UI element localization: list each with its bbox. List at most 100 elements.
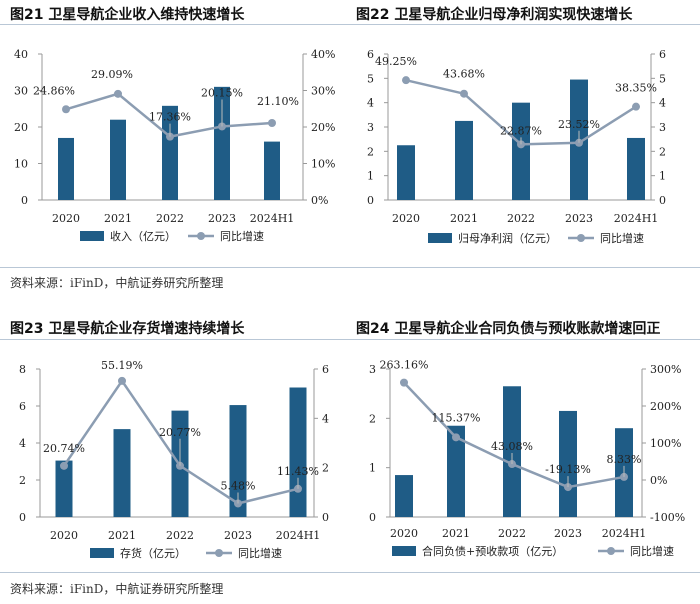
x-tick-label: 2021 <box>442 527 470 540</box>
growth-point <box>402 76 410 85</box>
x-tick-label: 2024H1 <box>276 529 321 542</box>
legend-line-label: 同比增速 <box>630 544 674 558</box>
x-tick-label: 2020 <box>52 212 80 225</box>
title-separator <box>0 24 700 25</box>
figure-24-title: 图24 卫星导航企业合同负债与预收账款增速回正 <box>356 321 661 337</box>
bar <box>397 145 415 200</box>
right-tick-label: 2 <box>659 145 666 158</box>
left-tick-label: 20 <box>14 121 28 134</box>
bar <box>264 141 280 200</box>
data-label: 24.86% <box>33 84 75 97</box>
bar <box>455 120 473 200</box>
right-tick-label: 10% <box>311 158 335 171</box>
legend-bar-label: 存货（亿元） <box>120 546 186 560</box>
bar <box>559 410 577 517</box>
legend-line-marker <box>197 232 205 240</box>
left-tick-label: 3 <box>367 121 374 134</box>
legend-line-marker <box>577 234 585 242</box>
data-label: 20.74% <box>43 442 85 455</box>
x-tick-label: 2020 <box>392 212 420 225</box>
left-tick-label: 6 <box>367 48 374 61</box>
bar <box>55 460 73 517</box>
right-tick-label: 4 <box>659 97 666 110</box>
x-tick-label: 2023 <box>208 212 236 225</box>
bar <box>214 86 230 200</box>
left-tick-label: 1 <box>369 462 376 475</box>
legend-line-marker <box>215 549 223 557</box>
growth-point <box>460 89 468 98</box>
figure-22-title: 图22 卫星导航企业归母净利润实现快速增长 <box>356 7 633 23</box>
right-tick-label: 3 <box>659 121 666 134</box>
source-note: 资料来源：iFinD，中航证券研究所整理 <box>10 276 224 290</box>
chart-net-profit: 0 1 2 3 4 5 6 0 1 2 3 4 5 6 2020 2021 2022 2023 2024H1 49.2… <box>367 48 666 245</box>
bar <box>627 137 645 200</box>
x-tick-label: 2023 <box>565 212 593 225</box>
title-separator <box>0 339 700 340</box>
left-tick-label: 40 <box>14 48 28 61</box>
growth-point <box>632 102 640 111</box>
left-tick-label: 2 <box>19 474 26 487</box>
left-tick-label: 0 <box>21 194 28 207</box>
data-label: -19.13% <box>545 463 591 476</box>
left-tick-label: 4 <box>367 97 374 110</box>
legend-line-label: 同比增速 <box>600 231 644 245</box>
right-tick-label: 5 <box>659 72 666 85</box>
data-label: 43.08% <box>491 440 533 453</box>
x-tick-label: 2020 <box>390 527 418 540</box>
data-label: 8.33% <box>607 453 642 466</box>
figure-23-title: 图23 卫星导航企业存货增速持续增长 <box>10 321 245 337</box>
data-label: 49.25% <box>375 55 417 68</box>
legend-line-marker <box>607 547 615 555</box>
x-tick-label: 2022 <box>156 212 184 225</box>
right-tick-label: 0% <box>311 194 328 207</box>
left-tick-label: 0 <box>369 511 376 524</box>
bar <box>503 386 521 517</box>
bar <box>110 119 126 200</box>
data-label: 21.10% <box>257 95 299 108</box>
left-tick-label: 8 <box>19 363 26 376</box>
left-tick-label: 2 <box>369 412 376 425</box>
data-label: 17.36% <box>149 111 191 124</box>
right-tick-label: 2 <box>322 462 329 475</box>
bar <box>447 425 465 517</box>
x-tick-label: 2023 <box>224 529 252 542</box>
data-label: 20.15% <box>201 86 243 99</box>
left-tick-label: 30 <box>14 85 28 98</box>
left-tick-label: 1 <box>367 170 374 183</box>
legend-bar-swatch <box>392 546 416 556</box>
x-tick-label: 2021 <box>450 212 478 225</box>
chart-revenue: 0 10 20 30 40 0% 10% 20% 30% 40% 2020 2021 2022 2023 2… <box>14 48 335 243</box>
x-tick-label: 2021 <box>104 212 132 225</box>
right-tick-label: -100% <box>650 511 685 524</box>
left-tick-label: 5 <box>367 72 374 85</box>
chart-contract-liabilities: 0 1 2 3 -100% 0% 100% 200% 300% 2020 2021 2022 2023 2… <box>369 359 685 558</box>
right-tick-label: 0% <box>650 474 667 487</box>
data-label: 23.52% <box>558 118 600 131</box>
growth-point <box>268 118 276 127</box>
bar <box>162 105 178 200</box>
data-label: 43.68% <box>443 68 485 81</box>
bar <box>395 475 413 517</box>
right-tick-label: 40% <box>311 48 335 61</box>
legend-bar-swatch <box>428 233 452 243</box>
growth-point <box>400 378 408 387</box>
source-separator <box>0 267 700 268</box>
right-tick-label: 4 <box>322 412 329 425</box>
growth-point <box>118 376 126 385</box>
right-tick-label: 0 <box>659 194 666 207</box>
growth-point <box>620 472 628 481</box>
figure-21-title: 图21 卫星导航企业收入维持快速增长 <box>10 7 245 23</box>
x-tick-label: 2022 <box>498 527 526 540</box>
data-label: 20.77% <box>159 426 201 439</box>
right-tick-label: 30% <box>311 85 335 98</box>
bar <box>512 102 530 200</box>
legend-bar-swatch <box>80 231 104 241</box>
data-label: 263.16% <box>380 359 429 372</box>
growth-point <box>575 138 583 147</box>
legend-line-label: 同比增速 <box>238 546 282 560</box>
left-tick-label: 3 <box>369 363 376 376</box>
right-tick-label: 0 <box>322 511 329 524</box>
data-label: 38.35% <box>615 82 657 95</box>
x-tick-label: 2023 <box>554 527 582 540</box>
right-tick-label: 1 <box>659 170 666 183</box>
